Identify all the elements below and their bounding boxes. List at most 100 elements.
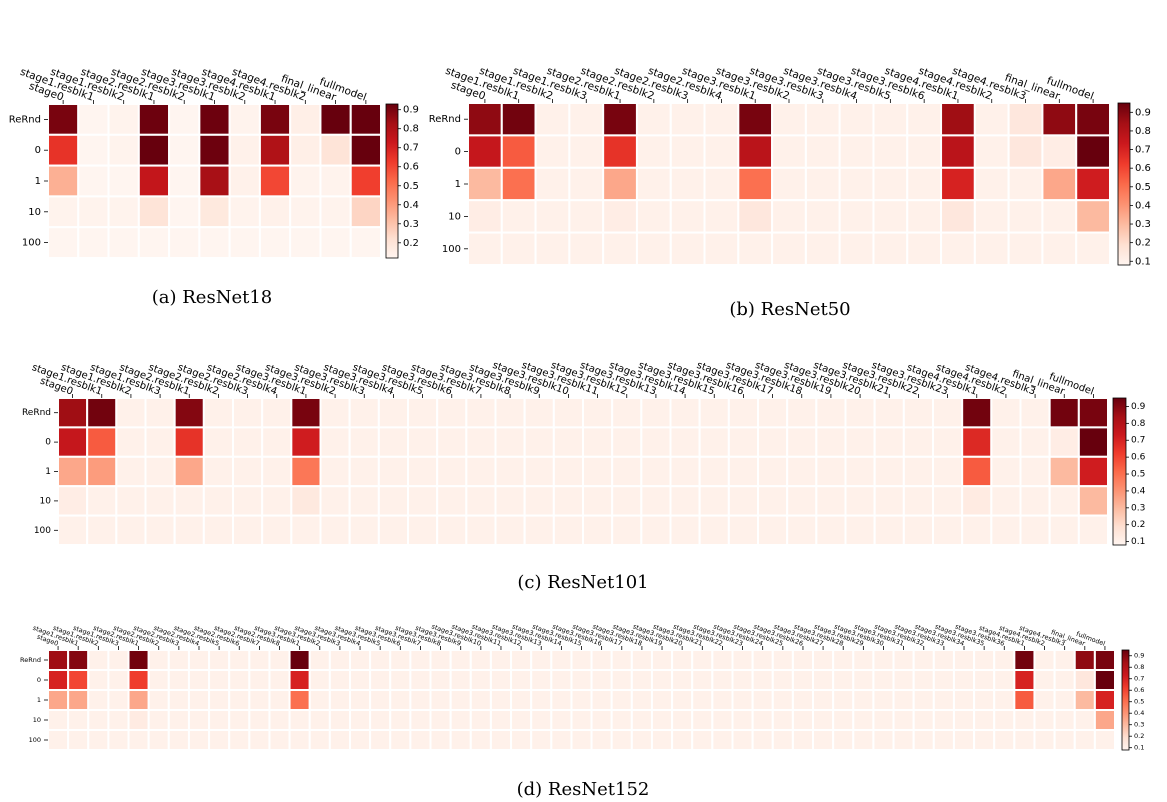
heatmap-cell	[349, 226, 382, 259]
heatmap-cell	[993, 669, 1016, 691]
heatmap-cell	[990, 455, 1022, 488]
heatmap-cell	[932, 669, 955, 691]
caption: (c) ResNet101	[517, 572, 648, 593]
heatmap-cell	[288, 729, 311, 751]
heatmap-cell	[771, 134, 807, 169]
heatmap-cell	[409, 669, 432, 691]
heatmap-cell	[804, 199, 841, 234]
heatmap-cell	[640, 426, 672, 458]
heatmap-cell	[669, 134, 706, 169]
heatmap-cell	[1019, 455, 1051, 488]
heatmap-cell	[290, 455, 322, 488]
heatmap-cell	[932, 514, 964, 546]
heatmap-cell	[409, 709, 432, 731]
heatmap-cell	[611, 485, 643, 517]
heatmap-cell	[973, 166, 1010, 202]
colorbar	[385, 103, 399, 259]
heatmap-cell	[973, 134, 1010, 169]
heatmap-cell	[973, 649, 996, 671]
heatmap-cell	[552, 485, 584, 517]
heatmap-cell	[635, 102, 672, 137]
heatmap-cell	[429, 709, 452, 731]
heatmap-cell	[932, 485, 964, 517]
heatmap-cell	[202, 455, 234, 488]
heatmap-cell	[873, 455, 905, 488]
heatmap-cell	[47, 709, 70, 731]
heatmap-cell	[815, 397, 847, 429]
colorbar-tick-label: 0.9	[1131, 402, 1146, 412]
heatmap-cell	[208, 729, 231, 751]
heatmap-cell	[832, 649, 855, 671]
heatmap-cell	[144, 485, 176, 517]
heatmap-cell	[906, 102, 943, 137]
heatmap-cell	[167, 729, 190, 751]
heatmap-cell	[671, 709, 694, 731]
heatmap-cell	[912, 649, 935, 671]
heatmap-cell	[552, 514, 584, 546]
heatmap-cell	[228, 669, 251, 691]
heatmap-cell	[87, 729, 110, 751]
heatmap-cell	[1093, 709, 1116, 731]
heatmap-cell	[107, 195, 140, 229]
heatmap-cell	[248, 669, 271, 691]
heatmap-cell	[328, 689, 351, 711]
heatmap-cell	[590, 649, 613, 671]
heatmap-cell	[436, 426, 468, 458]
heatmap-cell	[67, 669, 90, 691]
heatmap-cell	[731, 689, 754, 711]
heatmap-cell	[202, 426, 234, 458]
heatmap-cell	[635, 134, 672, 169]
heatmap-cell	[1073, 709, 1096, 731]
heatmap-cell	[791, 729, 815, 751]
heatmap-cell	[771, 231, 807, 267]
heatmap-cell	[703, 166, 740, 202]
y-tick-label: 100	[34, 526, 51, 536]
heatmap-cell	[510, 649, 533, 671]
heatmap-cell	[348, 649, 372, 671]
heatmap-cell	[228, 103, 261, 136]
heatmap-cell	[852, 689, 875, 711]
heatmap-cell	[1048, 397, 1080, 429]
heatmap-cell	[409, 649, 432, 671]
heatmap-cell	[429, 689, 452, 711]
heatmap-cell	[465, 514, 497, 546]
heatmap-cell	[47, 226, 80, 259]
heatmap-cell	[328, 709, 351, 731]
heatmap-cell	[602, 231, 638, 267]
heatmap-cell	[268, 649, 291, 671]
heatmap-cell	[961, 514, 993, 546]
heatmap-cell	[348, 514, 380, 546]
heatmap-cell	[469, 649, 492, 671]
heatmap-cell	[377, 485, 410, 517]
heatmap-cell	[973, 231, 1010, 267]
heatmap-cell	[751, 689, 774, 711]
heatmap-cell	[1033, 709, 1056, 731]
heatmap-cell	[602, 102, 638, 137]
colorbar	[1121, 649, 1130, 751]
heatmap-cell	[1007, 199, 1044, 234]
heatmap-cell	[669, 485, 701, 517]
heatmap-cell	[47, 669, 70, 691]
heatmap-cell	[804, 134, 841, 169]
heatmap-cell	[650, 729, 674, 751]
heatmap-cell	[912, 729, 935, 751]
caption: (a) ResNet18	[152, 287, 272, 308]
heatmap-cell	[711, 729, 734, 751]
heatmap-cell	[751, 669, 774, 691]
heatmap-cell	[568, 102, 605, 137]
heatmap-cell	[703, 134, 740, 169]
heatmap-cell	[530, 689, 553, 711]
heatmap-cell	[500, 231, 537, 267]
heatmap-cell	[1053, 649, 1076, 671]
heatmap-cell	[167, 709, 190, 731]
heatmap-cell	[261, 397, 293, 429]
y-tick-label: 0	[45, 438, 51, 448]
heatmap-cell	[47, 649, 70, 671]
heatmap-cell	[67, 709, 90, 731]
heatmap-cell	[261, 426, 293, 458]
heatmap-cell	[602, 166, 638, 202]
heatmap-cell	[751, 709, 774, 731]
heatmap-cell	[568, 231, 605, 267]
heatmap-cell	[568, 199, 605, 234]
heatmap-cell	[1075, 134, 1112, 169]
